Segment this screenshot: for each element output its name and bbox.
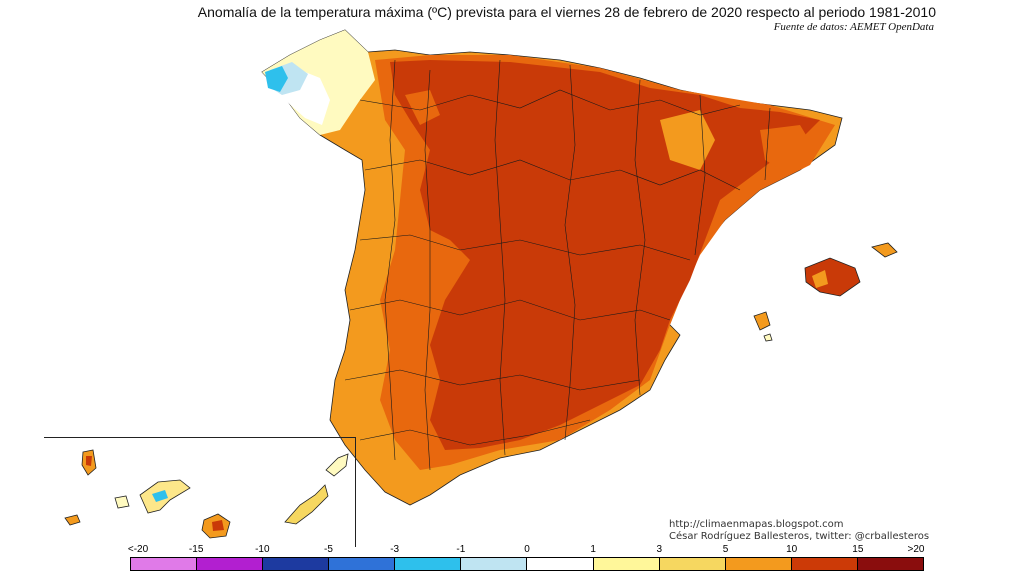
legend-tick-label: 5	[722, 544, 729, 555]
credits: http://climaenmapas.blogspot.com César R…	[669, 519, 929, 543]
legend-tick-label: 1	[590, 544, 596, 555]
legend-swatch	[197, 558, 264, 570]
map-title: Anomalía de la temperatura máxima (ºC) p…	[197, 4, 936, 20]
orange-patch-leon	[405, 90, 440, 125]
ibiza	[753, 311, 771, 331]
legend-tick-label: 10	[786, 544, 798, 555]
la-palma-core	[86, 456, 92, 466]
mallorca-orange	[812, 270, 828, 288]
orange-patch-northeast	[660, 110, 715, 170]
legend-swatch	[725, 558, 792, 570]
legend-tick-label: -15	[188, 544, 204, 555]
tenerife-core	[152, 490, 168, 502]
author-credit: César Rodríguez Ballesteros, twitter: @c…	[669, 531, 930, 542]
menorca	[871, 242, 898, 258]
legend-bar	[130, 557, 924, 571]
legend-swatch	[395, 558, 462, 570]
legend-tick-label: <-20	[127, 544, 149, 555]
legend-swatch	[659, 558, 726, 570]
blog-url: http://climaenmapas.blogspot.com	[669, 519, 844, 530]
color-legend: <-20 -15 -10 -5 -3 -1 0 1 3 5 10 15 >20	[127, 544, 925, 574]
legend-tick-label: 0	[524, 544, 530, 555]
orange-patch-catalonia	[760, 125, 815, 175]
lanzarote	[325, 453, 349, 477]
province-borders	[344, 59, 771, 471]
fuerteventura	[284, 484, 329, 525]
dark-red-core	[390, 60, 820, 450]
legend-swatch	[791, 558, 858, 570]
el-hierro	[64, 514, 81, 526]
legend-swatch	[857, 558, 923, 570]
legend-tick-label: 3	[656, 544, 663, 555]
legend-tick-label: -10	[255, 544, 270, 555]
canary-inset-frame	[44, 437, 356, 547]
legend-tick-label: 15	[852, 544, 864, 555]
legend-swatch	[527, 558, 594, 570]
formentera	[763, 333, 773, 342]
galicia-blue	[265, 66, 288, 92]
legend-swatch	[329, 558, 396, 570]
legend-swatch	[593, 558, 660, 570]
data-source: Fuente de datos: AEMET OpenData	[773, 21, 934, 33]
legend-swatch	[461, 558, 528, 570]
legend-tick-label: -1	[456, 544, 466, 555]
legend-swatch	[131, 558, 198, 570]
gran-canaria-core	[212, 520, 224, 531]
legend-labels: <-20 -15 -10 -5 -3 -1 0 1 3 5 10 15 >20	[127, 544, 925, 556]
legend-tick-label: -3	[390, 544, 400, 555]
legend-swatch	[263, 558, 330, 570]
la-gomera	[114, 495, 130, 509]
legend-tick-label: -5	[324, 544, 333, 555]
legend-tick-label: >20	[907, 544, 925, 555]
